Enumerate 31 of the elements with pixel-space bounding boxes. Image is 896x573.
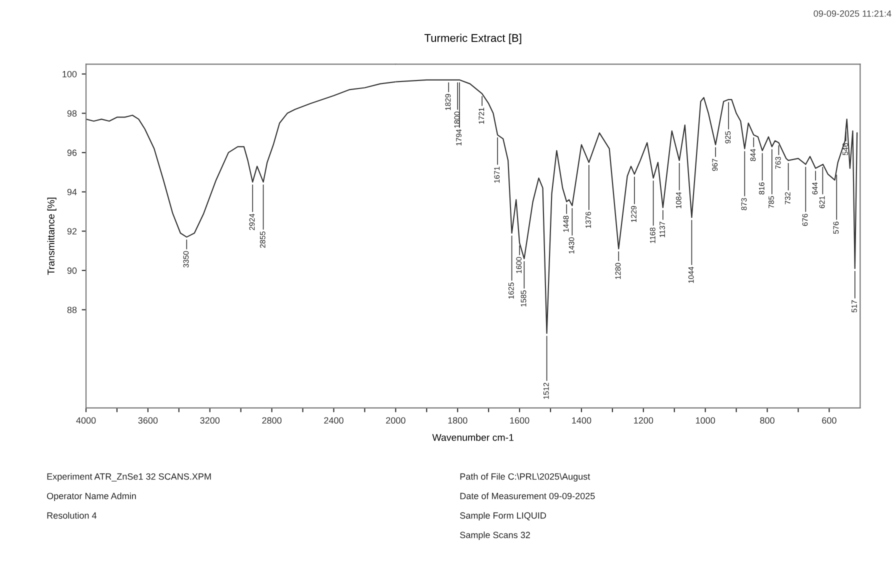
x-tick-label: 2800 xyxy=(262,417,282,424)
y-tick-label: 100 xyxy=(62,70,77,78)
x-tick-label: 3200 xyxy=(200,417,220,424)
x-tick-label: 2400 xyxy=(324,417,344,424)
x-axis-title: Wavenumber cm-1 xyxy=(432,434,514,441)
text: Sample Scans 32 xyxy=(460,532,530,540)
x-tick-label: 800 xyxy=(760,417,774,424)
y-tick-label: 90 xyxy=(67,267,77,274)
y-tick-label: 92 xyxy=(67,228,77,235)
text: Date of Measurement 09-09-2025 xyxy=(460,492,595,500)
text: Path of File C:\PRL\2025\August xyxy=(460,473,590,482)
text: Experiment ATR_ZnSe1 32 SCANS.XPM xyxy=(47,473,211,482)
x-tick-label: 1400 xyxy=(572,417,592,424)
y-tick-label: 98 xyxy=(67,110,77,117)
x-tick-label: 1800 xyxy=(448,417,468,424)
x-tick-label: 2000 xyxy=(386,417,406,424)
x-tick-label: 1200 xyxy=(634,417,654,424)
x-tick-label: 600 xyxy=(822,417,836,424)
y-axis-title: Transmittance [%] xyxy=(47,198,56,275)
y-tick-label: 96 xyxy=(67,150,77,156)
x-tick-label: 4000 xyxy=(76,417,96,424)
text: Sample Form LIQUID xyxy=(460,512,546,520)
x-tick-label: 1600 xyxy=(510,417,530,424)
chart-title: Turmeric Extract [B] xyxy=(424,34,522,44)
text: 09-09-2025 11:21:4 xyxy=(814,10,892,17)
text: Operator Name Admin xyxy=(47,492,136,501)
x-tick-label: 1000 xyxy=(696,417,716,424)
y-tick-label: 94 xyxy=(67,188,77,196)
y-tick-label: 88 xyxy=(67,306,77,314)
text: Resolution 4 xyxy=(47,512,97,519)
x-tick-label: 3600 xyxy=(138,417,158,424)
